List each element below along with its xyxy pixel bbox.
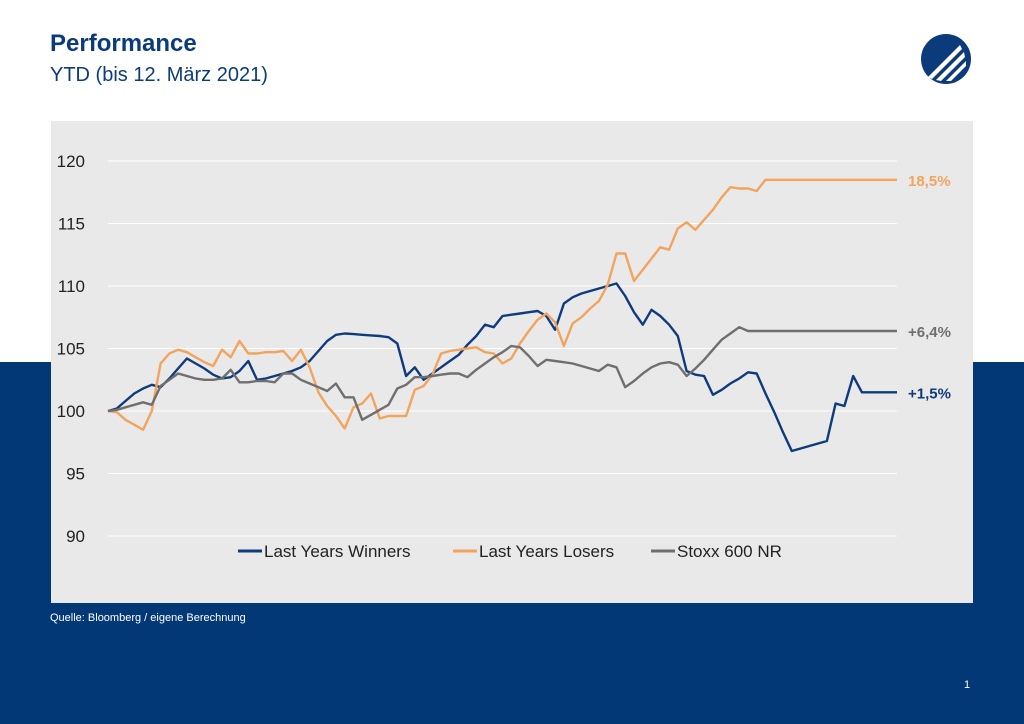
logo-icon xyxy=(921,34,971,84)
page-number: 1 xyxy=(964,679,971,691)
legend-label: Last Years Winners xyxy=(264,542,410,561)
source-note: Quelle: Bloomberg / eigene Berechnung xyxy=(50,612,246,624)
performance-chart: 90 95 100 105 110 115 120 +1,5% 18,5% +6,4% Last Y… xyxy=(57,152,951,561)
chart-panel: 90 95 100 105 110 115 120 +1,5% 18,5% +6,4% Last Y… xyxy=(51,121,973,603)
y-tick-label: 100 xyxy=(57,402,85,421)
series-line-1 xyxy=(107,178,897,431)
legend-label: Last Years Losers xyxy=(479,542,614,561)
y-tick-label: 120 xyxy=(57,152,85,171)
page-title: Performance xyxy=(50,30,197,57)
series-line-2 xyxy=(107,326,897,421)
y-tick-label: 110 xyxy=(58,277,85,296)
y-tick-label: 115 xyxy=(58,215,85,234)
y-tick-label: 90 xyxy=(66,527,85,546)
y-tick-label: 95 xyxy=(66,465,85,484)
series-end-label: +1,5% xyxy=(908,385,951,402)
y-tick-label: 105 xyxy=(57,340,85,359)
series-line-0 xyxy=(107,282,897,453)
series-end-label: 18,5% xyxy=(908,173,951,190)
legend-label: Stoxx 600 NR xyxy=(677,542,782,561)
page-subtitle: YTD (bis 12. März 2021) xyxy=(50,64,268,86)
series-end-label: +6,4% xyxy=(908,324,951,341)
